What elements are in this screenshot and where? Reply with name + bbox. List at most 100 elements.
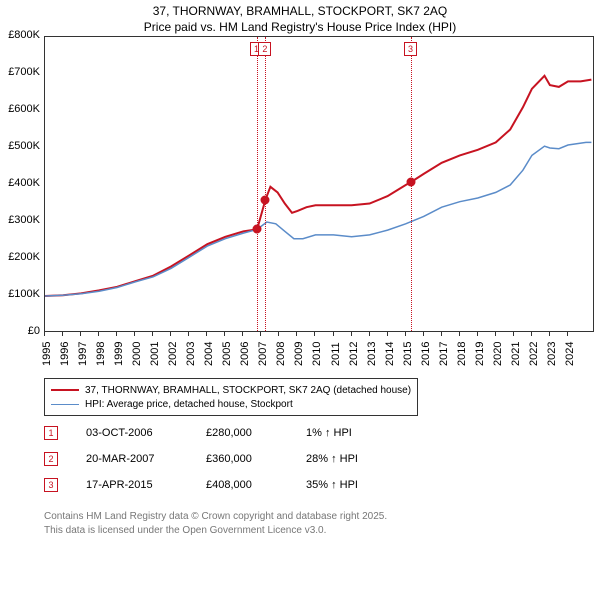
x-axis-tick-label: 2009 xyxy=(293,342,305,366)
x-axis-tick xyxy=(44,332,45,336)
x-axis-tick-label: 2004 xyxy=(203,342,215,366)
x-axis-tick-label: 2019 xyxy=(474,342,486,366)
x-axis-tick xyxy=(405,332,406,336)
x-axis-tick-label: 2016 xyxy=(420,342,432,366)
x-axis-tick xyxy=(62,332,63,336)
x-axis-tick-label: 2015 xyxy=(402,342,414,366)
sale-row-date: 03-OCT-2006 xyxy=(86,427,206,439)
x-axis-tick-label: 2000 xyxy=(131,342,143,366)
x-axis-tick-label: 2010 xyxy=(311,342,323,366)
x-axis-tick-label: 2002 xyxy=(167,342,179,366)
x-axis-tick-label: 2017 xyxy=(438,342,450,366)
legend-swatch xyxy=(51,404,79,405)
legend-label: HPI: Average price, detached house, Stoc… xyxy=(85,399,293,410)
sale-row-diff: 1% ↑ HPI xyxy=(306,427,352,439)
x-axis-tick xyxy=(333,332,334,336)
x-axis-tick-label: 2013 xyxy=(366,342,378,366)
x-axis-tick xyxy=(477,332,478,336)
x-axis-tick xyxy=(260,332,261,336)
x-axis-tick xyxy=(80,332,81,336)
x-axis-tick xyxy=(369,332,370,336)
sale-row: 1 03-OCT-2006£280,0001% ↑ HPI xyxy=(44,426,352,440)
x-axis-tick-label: 2012 xyxy=(348,342,360,366)
sale-row-index: 3 xyxy=(44,478,58,492)
sale-row: 2 20-MAR-2007£360,00028% ↑ HPI xyxy=(44,452,358,466)
legend-item: HPI: Average price, detached house, Stoc… xyxy=(51,397,411,411)
x-axis-tick xyxy=(495,332,496,336)
sale-row-diff: 35% ↑ HPI xyxy=(306,479,358,491)
x-axis-tick xyxy=(224,332,225,336)
x-axis-tick xyxy=(441,332,442,336)
x-axis-tick-label: 2007 xyxy=(257,342,269,366)
x-axis-tick-label: 2001 xyxy=(149,342,161,366)
x-axis-tick xyxy=(513,332,514,336)
sale-marker-label: 2 xyxy=(258,42,271,56)
x-axis-tick xyxy=(278,332,279,336)
legend-swatch xyxy=(51,389,79,391)
sale-point-marker xyxy=(253,225,262,234)
sale-row: 3 17-APR-2015£408,00035% ↑ HPI xyxy=(44,478,358,492)
y-axis-tick-label: £500K xyxy=(0,140,40,152)
x-axis-tick xyxy=(134,332,135,336)
x-axis-tick xyxy=(549,332,550,336)
x-axis-tick-label: 2008 xyxy=(275,342,287,366)
x-axis-tick xyxy=(170,332,171,336)
x-axis-tick-label: 2024 xyxy=(564,342,576,366)
y-axis-tick-label: £600K xyxy=(0,103,40,115)
chart-title: 37, THORNWAY, BRAMHALL, STOCKPORT, SK7 2… xyxy=(0,0,600,35)
sale-row-index: 2 xyxy=(44,452,58,466)
x-axis-tick-label: 2021 xyxy=(510,342,522,366)
x-axis-tick-label: 1996 xyxy=(59,342,71,366)
x-axis-tick xyxy=(351,332,352,336)
x-axis-tick-label: 1995 xyxy=(41,342,53,366)
sale-row-index: 1 xyxy=(44,426,58,440)
sale-marker-line xyxy=(257,37,258,331)
y-axis-tick-label: £200K xyxy=(0,251,40,263)
y-axis-tick-label: £700K xyxy=(0,66,40,78)
sale-row-diff: 28% ↑ HPI xyxy=(306,453,358,465)
attribution-line2: This data is licensed under the Open Gov… xyxy=(44,524,387,538)
attribution-text: Contains HM Land Registry data © Crown c… xyxy=(44,510,387,537)
series-line xyxy=(45,142,591,296)
x-axis-tick xyxy=(116,332,117,336)
attribution-line1: Contains HM Land Registry data © Crown c… xyxy=(44,510,387,524)
y-axis-tick-label: £800K xyxy=(0,29,40,41)
x-axis-tick-label: 2003 xyxy=(185,342,197,366)
x-axis-tick-label: 1999 xyxy=(113,342,125,366)
x-axis-tick xyxy=(152,332,153,336)
x-axis-tick-label: 2020 xyxy=(492,342,504,366)
y-axis-tick-label: £0 xyxy=(0,325,40,337)
x-axis-tick-label: 1998 xyxy=(95,342,107,366)
x-axis-tick xyxy=(296,332,297,336)
x-axis-tick xyxy=(206,332,207,336)
chart-lines-svg xyxy=(45,37,595,333)
x-axis-tick xyxy=(314,332,315,336)
x-axis-tick xyxy=(387,332,388,336)
legend-item: 37, THORNWAY, BRAMHALL, STOCKPORT, SK7 2… xyxy=(51,383,411,397)
y-axis-tick-label: £100K xyxy=(0,288,40,300)
x-axis-tick xyxy=(98,332,99,336)
x-axis-tick-label: 2023 xyxy=(546,342,558,366)
sale-marker-label: 3 xyxy=(404,42,417,56)
x-axis-tick-label: 2006 xyxy=(239,342,251,366)
x-axis-tick xyxy=(188,332,189,336)
legend-box: 37, THORNWAY, BRAMHALL, STOCKPORT, SK7 2… xyxy=(44,378,418,416)
sale-point-marker xyxy=(407,178,416,187)
y-axis-tick-label: £400K xyxy=(0,177,40,189)
sale-row-price: £360,000 xyxy=(206,453,306,465)
sale-row-date: 20-MAR-2007 xyxy=(86,453,206,465)
sale-marker-line xyxy=(265,37,266,331)
sale-row-date: 17-APR-2015 xyxy=(86,479,206,491)
x-axis-tick xyxy=(531,332,532,336)
x-axis-tick-label: 2018 xyxy=(456,342,468,366)
sale-row-price: £408,000 xyxy=(206,479,306,491)
x-axis-tick xyxy=(242,332,243,336)
x-axis-tick xyxy=(459,332,460,336)
x-axis-tick xyxy=(567,332,568,336)
x-axis-tick-label: 2022 xyxy=(528,342,540,366)
sale-row-price: £280,000 xyxy=(206,427,306,439)
x-axis-tick-label: 2014 xyxy=(384,342,396,366)
chart-plot-area xyxy=(44,36,594,332)
legend-label: 37, THORNWAY, BRAMHALL, STOCKPORT, SK7 2… xyxy=(85,385,411,396)
x-axis-tick-label: 2011 xyxy=(330,342,342,366)
